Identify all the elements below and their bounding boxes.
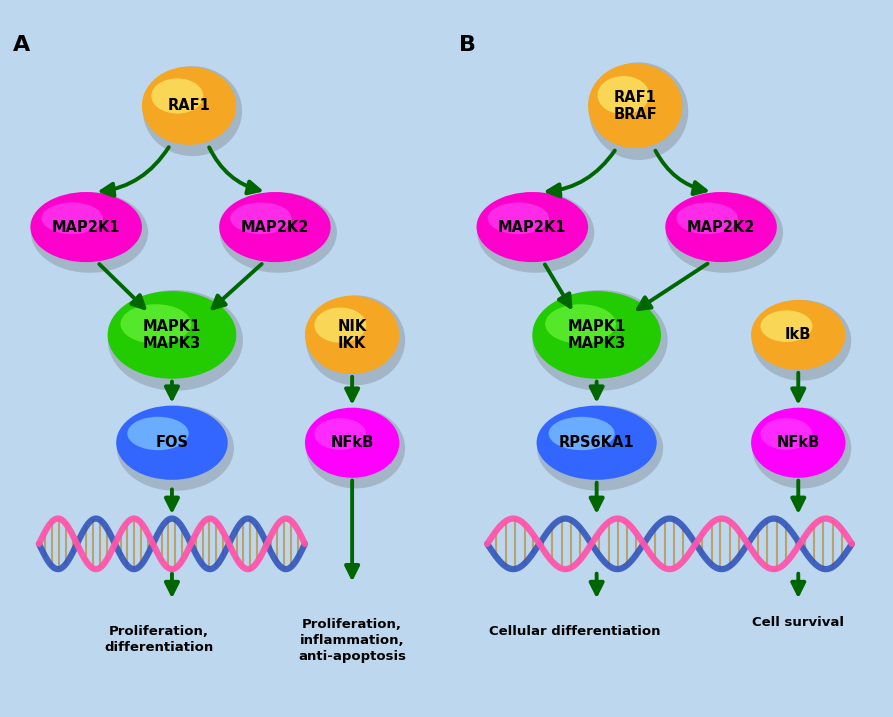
Ellipse shape [305, 408, 399, 478]
Ellipse shape [751, 408, 846, 478]
Ellipse shape [121, 304, 191, 343]
Text: MAP2K1: MAP2K1 [52, 219, 121, 234]
Text: Cell survival: Cell survival [752, 616, 844, 629]
Ellipse shape [548, 417, 614, 450]
Ellipse shape [230, 202, 292, 234]
Ellipse shape [537, 406, 663, 490]
Ellipse shape [143, 66, 242, 156]
Ellipse shape [488, 202, 549, 234]
Ellipse shape [306, 295, 405, 385]
Ellipse shape [477, 192, 594, 272]
Text: RAF1
BRAF: RAF1 BRAF [613, 90, 657, 122]
Ellipse shape [761, 310, 813, 342]
Ellipse shape [589, 62, 689, 160]
Ellipse shape [108, 290, 243, 391]
Ellipse shape [116, 406, 228, 480]
Text: Proliferation,
inflammation,
anti-apoptosis: Proliferation, inflammation, anti-apopto… [298, 618, 406, 663]
Ellipse shape [306, 408, 405, 488]
Ellipse shape [142, 67, 237, 145]
Ellipse shape [676, 202, 738, 234]
Ellipse shape [532, 291, 661, 379]
Ellipse shape [30, 192, 142, 262]
Ellipse shape [666, 192, 783, 272]
Text: Proliferation,
differentiation: Proliferation, differentiation [104, 625, 213, 654]
Ellipse shape [42, 202, 103, 234]
Text: MAPK1
MAPK3: MAPK1 MAPK3 [143, 319, 201, 351]
Text: MAP2K2: MAP2K2 [241, 219, 309, 234]
Text: RPS6KA1: RPS6KA1 [559, 435, 634, 450]
Ellipse shape [752, 408, 851, 488]
Ellipse shape [752, 300, 851, 381]
Text: NFkB: NFkB [330, 435, 374, 450]
Ellipse shape [751, 300, 846, 370]
Ellipse shape [588, 63, 682, 148]
Ellipse shape [219, 192, 330, 262]
Text: MAPK1
MAPK3: MAPK1 MAPK3 [567, 319, 626, 351]
Ellipse shape [314, 418, 366, 450]
Text: MAP2K1: MAP2K1 [498, 219, 566, 234]
Ellipse shape [665, 192, 777, 262]
Ellipse shape [305, 296, 399, 374]
Ellipse shape [117, 406, 234, 490]
Ellipse shape [761, 418, 813, 450]
Text: B: B [459, 35, 476, 55]
Ellipse shape [31, 192, 148, 272]
Text: NFkB: NFkB [777, 435, 820, 450]
Text: A: A [13, 35, 30, 55]
Ellipse shape [545, 304, 616, 343]
Text: IkB: IkB [785, 328, 812, 343]
Ellipse shape [107, 291, 237, 379]
Ellipse shape [597, 76, 649, 114]
Ellipse shape [220, 192, 337, 272]
Ellipse shape [128, 417, 188, 450]
Text: MAP2K2: MAP2K2 [687, 219, 755, 234]
Text: Cellular differentiation: Cellular differentiation [489, 625, 661, 637]
Ellipse shape [151, 78, 204, 113]
Text: FOS: FOS [155, 435, 188, 450]
Ellipse shape [314, 308, 366, 343]
Text: RAF1: RAF1 [168, 98, 211, 113]
Text: NIK
IKK: NIK IKK [338, 319, 367, 351]
Ellipse shape [532, 290, 668, 391]
Ellipse shape [477, 192, 588, 262]
Ellipse shape [537, 406, 656, 480]
